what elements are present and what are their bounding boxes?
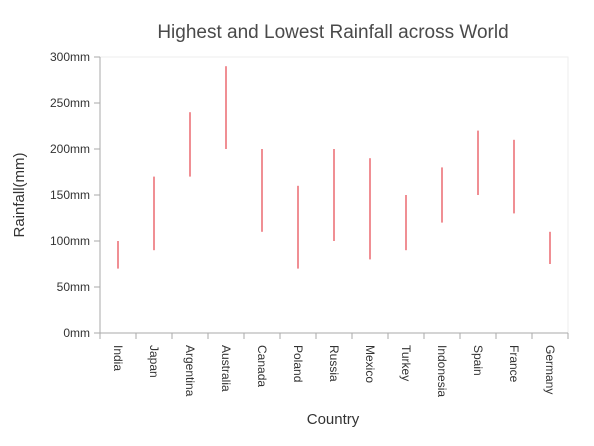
chart-title: Highest and Lowest Rainfall across World <box>157 22 508 43</box>
y-tick-label: 50mm <box>57 280 90 294</box>
y-tick-label: 100mm <box>50 234 90 248</box>
x-tick-label: Mexico <box>363 345 377 383</box>
x-axis-title: Country <box>307 411 360 428</box>
x-tick-label: Poland <box>291 345 305 382</box>
x-tick-label: Japan <box>147 345 161 378</box>
x-tick-label: Spain <box>471 345 485 376</box>
range-series <box>117 66 551 269</box>
y-tick-label: 0mm <box>63 326 90 340</box>
x-tick-label: India <box>111 345 125 371</box>
x-tick-label: Indonesia <box>435 345 449 397</box>
y-axis-title: Rainfall(mm) <box>11 152 28 237</box>
y-tick-label: 200mm <box>50 142 90 156</box>
x-tick-label: France <box>507 345 521 383</box>
y-tick-label: 150mm <box>50 188 90 202</box>
y-axis-ticks: 0mm 50mm 100mm 150mm 200mm 250mm 300mm <box>50 50 100 340</box>
y-tick-label: 250mm <box>50 96 90 110</box>
x-tick-label: Australia <box>219 345 233 392</box>
x-tick-label: Turkey <box>399 345 413 381</box>
x-tick-label: Argentina <box>183 345 197 397</box>
y-tick-label: 300mm <box>50 50 90 64</box>
x-tick-label: Canada <box>255 345 269 387</box>
x-tick-label: Russia <box>327 345 341 382</box>
x-tick-label: Germany <box>543 345 557 394</box>
x-axis-ticks: India Japan Argentina Australia Canada Poland… <box>99 333 569 397</box>
